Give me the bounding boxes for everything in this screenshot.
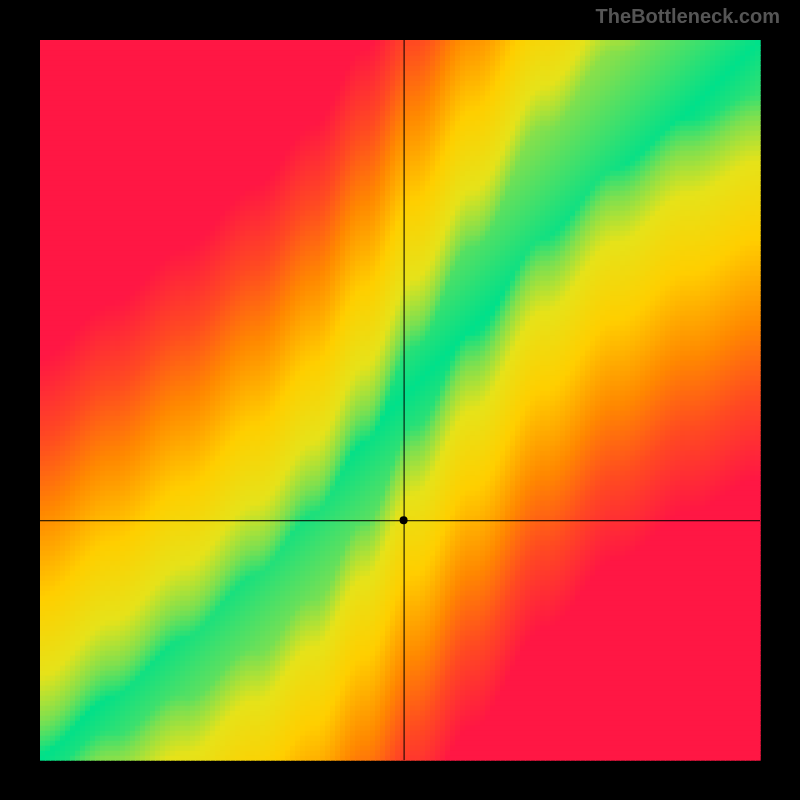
chart-container: TheBottleneck.com: [0, 0, 800, 800]
watermark-label: TheBottleneck.com: [596, 6, 780, 29]
bottleneck-heatmap: [0, 0, 800, 800]
